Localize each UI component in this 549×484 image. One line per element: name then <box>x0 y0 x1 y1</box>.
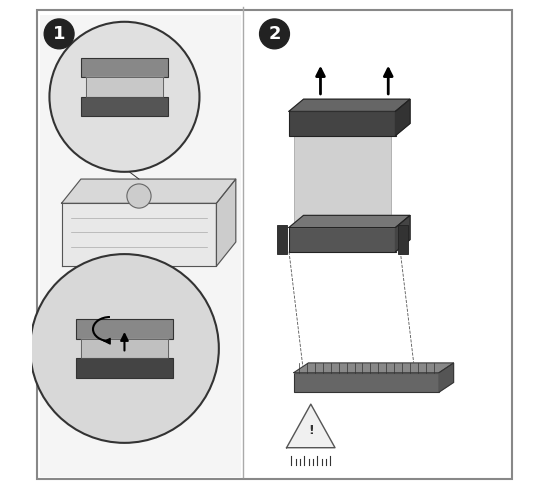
Bar <box>277 225 287 254</box>
Polygon shape <box>61 203 216 266</box>
Bar <box>294 373 439 392</box>
Bar <box>294 136 391 232</box>
Bar <box>76 319 173 339</box>
Bar <box>76 358 173 378</box>
Polygon shape <box>289 215 410 227</box>
Polygon shape <box>395 215 410 252</box>
Polygon shape <box>216 179 236 266</box>
Circle shape <box>127 184 151 208</box>
Polygon shape <box>294 363 453 373</box>
Polygon shape <box>395 99 410 136</box>
Bar <box>289 111 395 136</box>
Bar <box>81 97 168 116</box>
Bar <box>81 58 168 77</box>
Text: 1: 1 <box>53 25 65 43</box>
Bar <box>40 15 240 477</box>
Bar <box>289 227 395 252</box>
Polygon shape <box>289 99 410 111</box>
Text: !: ! <box>308 424 313 437</box>
Polygon shape <box>287 404 335 448</box>
Polygon shape <box>61 179 236 203</box>
Polygon shape <box>81 339 168 358</box>
Text: 2: 2 <box>268 25 281 43</box>
Circle shape <box>260 19 289 49</box>
Circle shape <box>49 22 199 172</box>
Circle shape <box>30 254 219 443</box>
Bar <box>398 225 407 254</box>
Polygon shape <box>86 77 163 97</box>
Polygon shape <box>439 363 453 392</box>
Circle shape <box>44 19 74 49</box>
